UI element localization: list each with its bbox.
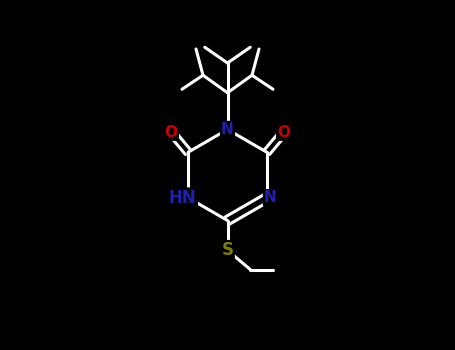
Text: S: S — [222, 241, 233, 259]
Text: N: N — [264, 190, 277, 205]
Text: O: O — [165, 125, 178, 140]
Text: N: N — [221, 122, 234, 137]
Text: O: O — [277, 125, 290, 140]
Text: HN: HN — [169, 189, 197, 207]
